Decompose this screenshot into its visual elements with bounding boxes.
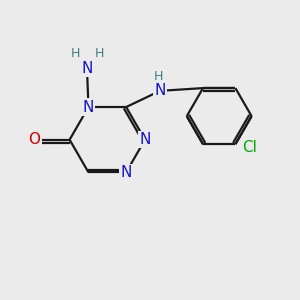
Text: N: N <box>139 132 151 147</box>
Text: N: N <box>154 83 166 98</box>
Text: N: N <box>83 100 94 115</box>
Text: H: H <box>95 47 104 60</box>
Text: H: H <box>71 47 80 60</box>
Text: N: N <box>121 165 132 180</box>
Text: H: H <box>154 70 163 83</box>
Text: N: N <box>81 61 93 76</box>
Text: Cl: Cl <box>242 140 257 155</box>
Text: O: O <box>28 132 40 147</box>
